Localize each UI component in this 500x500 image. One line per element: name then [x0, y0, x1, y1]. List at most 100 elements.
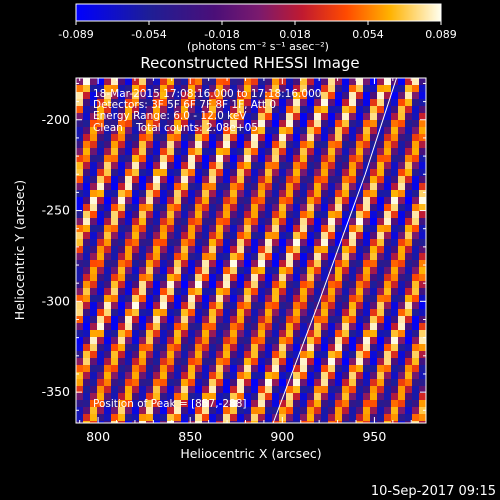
heatmap-cell	[293, 288, 301, 296]
heatmap-cell	[356, 211, 364, 219]
heatmap-cell	[139, 288, 147, 296]
heatmap-cell	[76, 78, 84, 86]
heatmap-cell	[188, 295, 196, 303]
heatmap-cell	[258, 99, 266, 107]
heatmap-cell	[202, 106, 210, 114]
heatmap-cell	[251, 246, 259, 254]
heatmap-cell	[342, 253, 350, 261]
heatmap-cell	[90, 134, 98, 142]
heatmap-cell	[153, 351, 161, 359]
heatmap-cell	[111, 134, 119, 142]
heatmap-cell	[181, 148, 189, 156]
heatmap-cell	[146, 176, 154, 184]
heatmap-cell	[286, 239, 294, 247]
heatmap-cell	[335, 386, 343, 394]
heatmap-cell	[335, 211, 343, 219]
heatmap-cell	[244, 155, 252, 163]
heatmap-cell	[111, 365, 119, 373]
heatmap-cell	[237, 316, 245, 324]
heatmap-cell	[300, 302, 308, 310]
heatmap-cell	[363, 155, 371, 163]
heatmap-cell	[314, 344, 322, 352]
heatmap-cell	[209, 302, 217, 310]
heatmap-cell	[405, 323, 413, 331]
heatmap-cell	[412, 204, 420, 212]
heatmap-cell	[251, 330, 259, 338]
heatmap-cell	[363, 316, 371, 324]
heatmap-cell	[83, 211, 91, 219]
heatmap-cell	[139, 365, 147, 373]
heatmap-cell	[251, 295, 259, 303]
heatmap-cell	[412, 386, 420, 394]
heatmap-cell	[167, 267, 175, 275]
heatmap-cell	[398, 400, 406, 408]
heatmap-cell	[97, 239, 105, 247]
heatmap-cell	[244, 232, 252, 240]
heatmap-cell	[83, 372, 91, 380]
heatmap-cell	[321, 400, 329, 408]
heatmap-cell	[83, 225, 91, 233]
heatmap-cell	[181, 323, 189, 331]
heatmap-cell	[335, 330, 343, 338]
heatmap-cell	[286, 267, 294, 275]
heatmap-cell	[153, 358, 161, 366]
heatmap-cell	[258, 302, 266, 310]
heatmap-cell	[279, 127, 287, 135]
heatmap-cell	[237, 351, 245, 359]
heatmap-cell	[167, 155, 175, 163]
heatmap-cell	[132, 253, 140, 261]
heatmap-cell	[293, 365, 301, 373]
heatmap-cell	[328, 85, 336, 93]
heatmap-cell	[321, 274, 329, 282]
heatmap-cell	[181, 421, 189, 423]
heatmap-cell	[160, 148, 168, 156]
heatmap-cell	[174, 155, 182, 163]
heatmap-cell	[97, 358, 105, 366]
heatmap-cell	[209, 85, 217, 93]
heatmap-cell	[216, 351, 224, 359]
time-range-text: 18-Mar-2015 17:08:16.000 to 17:18:16.000	[93, 88, 321, 100]
heatmap-cell	[335, 148, 343, 156]
heatmap-cell	[349, 372, 357, 380]
heatmap-cell	[209, 176, 217, 184]
heatmap-cell	[139, 162, 147, 170]
heatmap-cell	[160, 316, 168, 324]
heatmap-cell	[265, 113, 273, 121]
heatmap-cell	[272, 232, 280, 240]
heatmap-cell	[132, 78, 140, 86]
heatmap-cell	[405, 330, 413, 338]
heatmap-cell	[181, 393, 189, 401]
heatmap-cell	[188, 134, 196, 142]
heatmap-cell	[132, 365, 140, 373]
heatmap-cell	[286, 106, 294, 114]
heatmap-cell	[188, 267, 196, 275]
heatmap-cell	[118, 365, 126, 373]
heatmap-cell	[83, 323, 91, 331]
heatmap-cell	[111, 190, 119, 198]
heatmap-cell	[314, 260, 322, 268]
heatmap-cell	[279, 134, 287, 142]
heatmap-cell	[377, 414, 385, 422]
heatmap-cell	[104, 393, 112, 401]
heatmap-cell	[300, 316, 308, 324]
heatmap-cell	[188, 358, 196, 366]
heatmap-cell	[146, 134, 154, 142]
heatmap-cell	[251, 379, 259, 387]
heatmap-cell	[251, 344, 259, 352]
heatmap-cell	[244, 253, 252, 261]
heatmap-cell	[216, 281, 224, 289]
axes: 800 850 900 950-200-250-300-350	[42, 78, 426, 444]
heatmap-cell	[349, 246, 357, 254]
heatmap-cell	[160, 85, 168, 93]
heatmap-cell	[230, 281, 238, 289]
heatmap-cell	[146, 372, 154, 380]
heatmap-cell	[188, 183, 196, 191]
heatmap-cell	[405, 127, 413, 135]
heatmap-cell	[216, 148, 224, 156]
heatmap-cell	[321, 120, 329, 128]
heatmap-cell	[223, 267, 231, 275]
heatmap-cell	[412, 225, 420, 233]
heatmap-cell	[244, 85, 252, 93]
heatmap-cell	[356, 414, 364, 422]
heatmap-cell	[286, 386, 294, 394]
